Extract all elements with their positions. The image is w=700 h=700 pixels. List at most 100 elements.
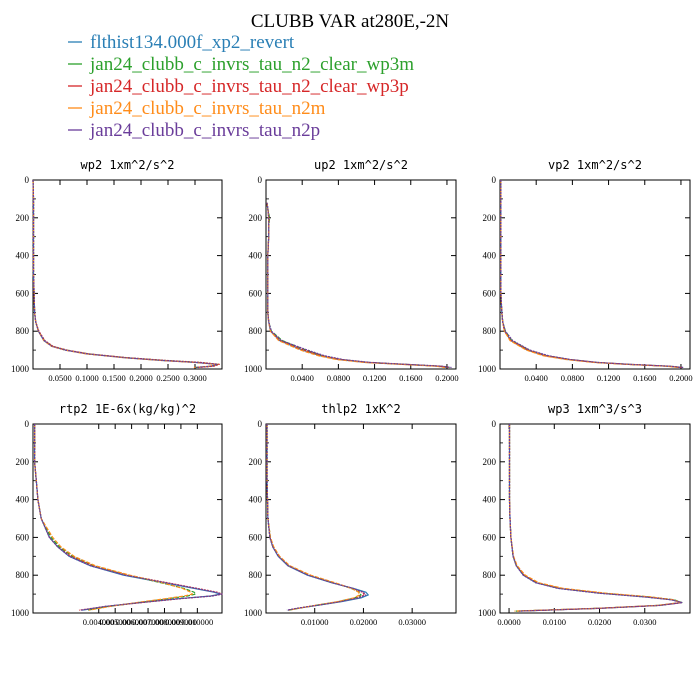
x-tick-label: 0.0000 (497, 617, 520, 627)
plot-frame (499, 179, 691, 370)
y-tick-label: 0 (25, 419, 30, 429)
y-tick-label: 1000 (11, 364, 30, 374)
series-line (500, 180, 682, 369)
y-tick-label: 0 (25, 175, 30, 185)
series-line (500, 180, 682, 369)
x-tick-label: 0.007000 (132, 617, 164, 627)
legend-label: jan24_clubb_c_invrs_tau_n2p (89, 120, 320, 141)
y-tick-label: 800 (483, 570, 497, 580)
y-tick-label: 600 (483, 532, 497, 542)
x-tick-label: 0.2000 (669, 373, 692, 383)
x-tick-label: 0.01000 (301, 617, 329, 627)
y-tick-label: 400 (16, 495, 30, 505)
x-tick-label: 0.0100 (543, 617, 566, 627)
y-tick-label: 1000 (478, 608, 497, 618)
x-tick-label: 0.010000 (181, 617, 213, 627)
y-tick-label: 1000 (244, 364, 263, 374)
y-tick-label: 200 (249, 457, 263, 467)
series-line (500, 180, 684, 369)
plot-frame (499, 423, 691, 614)
legend: flthist134.000f_xp2_revertjan24_clubb_c_… (68, 32, 414, 141)
y-tick-label: 400 (249, 495, 263, 505)
x-tick-label: 0.1200 (597, 373, 620, 383)
y-tick-label: 600 (483, 288, 497, 298)
panel: thlp2 1xK^2 0 200 400 600 800 1000 0.01000 0.020… (244, 402, 457, 627)
y-tick-label: 600 (249, 532, 263, 542)
series-line (33, 424, 223, 611)
x-tick-label: 0.0800 (561, 373, 584, 383)
x-tick-label: 0.1000 (75, 373, 98, 383)
y-tick-label: 800 (483, 326, 497, 336)
series-line (32, 179, 217, 369)
x-tick-label: 0.0300 (633, 617, 656, 627)
y-tick-label: 200 (483, 457, 497, 467)
x-tick-label: 0.006000 (116, 617, 148, 627)
series-line (33, 424, 223, 611)
series-line (33, 424, 197, 611)
y-tick-label: 0 (258, 175, 263, 185)
legend-entry: jan24_clubb_c_invrs_tau_n2m (68, 98, 326, 119)
x-tick-label: 0.2000 (435, 373, 458, 383)
series-line (266, 424, 362, 611)
panel-title: vp2 1xm^2/s^2 (548, 158, 642, 172)
y-tick-label: 600 (16, 532, 30, 542)
panel-title: rtp2 1E-6x(kg/kg)^2 (59, 402, 196, 416)
y-tick-label: 800 (16, 326, 30, 336)
x-tick-label: 0.2000 (129, 373, 152, 383)
x-tick-label: 0.02000 (350, 617, 378, 627)
x-tick-label: 0.0500 (48, 373, 71, 383)
series-line (32, 179, 218, 369)
legend-entry: flthist134.000f_xp2_revert (68, 32, 295, 53)
x-tick-label: 0.1200 (363, 373, 386, 383)
legend-entry: jan24_clubb_c_invrs_tau_n2p (68, 120, 320, 141)
y-tick-label: 200 (16, 213, 30, 223)
series-line (33, 424, 193, 611)
x-tick-label: 0.008000 (149, 617, 181, 627)
y-tick-label: 800 (16, 570, 30, 580)
x-tick-label: 0.0400 (525, 373, 548, 383)
panel: wp3 1xm^3/s^3 0 200 400 600 800 10000.0000 0.01… (478, 402, 691, 627)
panel-title: thlp2 1xK^2 (321, 402, 400, 416)
x-tick-label: 0.0200 (588, 617, 611, 627)
x-tick-label: 0.1600 (399, 373, 422, 383)
plot-frame (32, 423, 223, 614)
y-tick-label: 1000 (478, 364, 497, 374)
y-tick-label: 1000 (11, 608, 30, 618)
plot-frame (265, 423, 457, 614)
series-line (266, 202, 448, 369)
panel: vp2 1xm^2/s^2 0 200 400 600 800 1000 0.0400 0.08… (478, 158, 693, 383)
y-tick-label: 0 (492, 419, 497, 429)
y-tick-label: 200 (483, 213, 497, 223)
x-tick-label: 0.0800 (327, 373, 350, 383)
plot-frame (32, 179, 223, 370)
x-tick-label: 0.009000 (165, 617, 197, 627)
legend-entry: jan24_clubb_c_invrs_tau_n2_clear_wp3p (68, 76, 409, 97)
legend-entry: jan24_clubb_c_invrs_tau_n2_clear_wp3m (68, 54, 414, 75)
x-tick-label: 0.2500 (156, 373, 179, 383)
legend-label: jan24_clubb_c_invrs_tau_n2m (89, 98, 326, 119)
legend-label: jan24_clubb_c_invrs_tau_n2_clear_wp3p (89, 76, 409, 97)
x-tick-label: 0.1500 (102, 373, 125, 383)
y-tick-label: 800 (249, 326, 263, 336)
series-line (266, 424, 369, 611)
series-line (500, 180, 683, 369)
panel: up2 1xm^2/s^2 0 200 400 600 800 1000 0.0400 0.08… (244, 158, 459, 383)
figure-title: CLUBB VAR at280E,-2N (251, 11, 450, 32)
series-line (266, 202, 452, 369)
legend-label: flthist134.000f_xp2_revert (90, 32, 295, 53)
y-tick-label: 200 (16, 457, 30, 467)
series-line (33, 424, 221, 611)
panels: wp2 1xm^2/s^2 0 200 400 600 800 1000 0.0500 0.10… (11, 158, 693, 627)
series-line (266, 202, 449, 369)
series-line (32, 179, 219, 369)
y-tick-label: 800 (249, 570, 263, 580)
series-line (508, 424, 683, 612)
x-tick-label: 0.3000 (183, 373, 206, 383)
x-tick-label: 0.0400 (291, 373, 314, 383)
y-tick-label: 400 (249, 251, 263, 261)
y-tick-label: 1000 (244, 608, 263, 618)
legend-label: jan24_clubb_c_invrs_tau_n2_clear_wp3m (89, 54, 414, 75)
series-line (266, 202, 446, 369)
y-tick-label: 0 (258, 419, 263, 429)
y-tick-label: 600 (16, 288, 30, 298)
